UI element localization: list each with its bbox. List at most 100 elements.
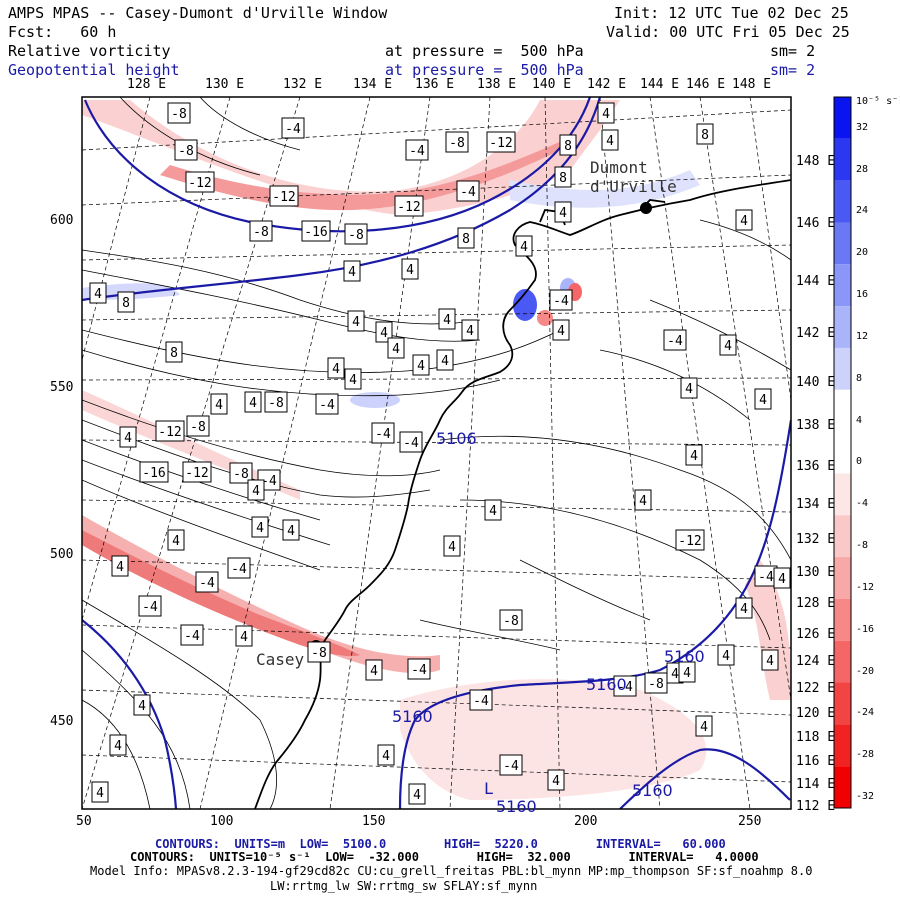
footer-vorticity-contours: CONTOURS: UNITS=10⁻⁵ s⁻¹ LOW= -32.000 HI… bbox=[130, 850, 759, 864]
vorticity-contour-label: 4 bbox=[91, 781, 109, 803]
svg-text:-4: -4 bbox=[319, 398, 335, 413]
vorticity-contour-label: -4 bbox=[399, 431, 423, 453]
top-axis-label: 136 E bbox=[415, 77, 455, 92]
vorticity-contour-label: 4 bbox=[597, 102, 615, 124]
height-contour-label: 5160 bbox=[664, 647, 705, 666]
svg-text:-4: -4 bbox=[667, 334, 683, 349]
x-axis-label: 50 bbox=[76, 814, 92, 829]
x-axis-label: 200 bbox=[574, 814, 598, 829]
x-axis-label: 250 bbox=[738, 814, 762, 829]
right-axis-label: 144 E bbox=[796, 274, 836, 289]
svg-text:8: 8 bbox=[170, 346, 178, 361]
vorticity-contour-label: -4 bbox=[180, 624, 204, 646]
vorticity-contour-label: -4 bbox=[281, 117, 305, 139]
svg-text:4: 4 bbox=[489, 504, 497, 519]
svg-text:4: 4 bbox=[778, 572, 786, 587]
vorticity-contour-label: 8 bbox=[457, 227, 475, 249]
svg-text:4: 4 bbox=[96, 786, 104, 801]
svg-text:-4: -4 bbox=[503, 759, 519, 774]
field-1-name: Relative vorticity bbox=[8, 42, 171, 60]
neg-vorticity-band-top-core bbox=[160, 135, 575, 211]
field-2-level: at pressure = 500 hPa bbox=[385, 61, 584, 79]
colorbar-tick-label: 4 bbox=[856, 414, 863, 426]
svg-text:-8: -8 bbox=[171, 107, 187, 122]
title: AMPS MPAS -- Casey-Dumont d'Urville Wind… bbox=[8, 4, 388, 22]
vorticity-shading bbox=[82, 100, 791, 800]
svg-text:-4: -4 bbox=[617, 680, 633, 695]
svg-text:4: 4 bbox=[443, 313, 451, 328]
neg-vorticity-band-left-core bbox=[82, 530, 360, 657]
vorticity-contour-label: 4 bbox=[754, 388, 772, 410]
top-axis-label: 132 E bbox=[283, 77, 323, 92]
svg-text:4: 4 bbox=[559, 206, 567, 221]
pos-vorticity-small bbox=[350, 392, 400, 408]
y-axis-label: 600 bbox=[50, 213, 74, 228]
svg-text:-4: -4 bbox=[409, 144, 425, 159]
vorticity-contour-label: -8 bbox=[307, 641, 331, 663]
top-axis-label: 138 E bbox=[477, 77, 517, 92]
svg-text:4: 4 bbox=[602, 107, 610, 122]
svg-text:-12: -12 bbox=[188, 176, 211, 191]
vorticity-contour-label: 8 bbox=[559, 134, 577, 156]
vorticity-contour-label: 4 bbox=[344, 368, 362, 390]
plot-frame bbox=[81, 96, 792, 810]
vorticity-contour-label: -12 bbox=[155, 420, 185, 442]
vorticity-contour-label: -8 bbox=[499, 609, 523, 631]
svg-text:-4: -4 bbox=[460, 185, 476, 200]
right-axis-label: 114 E bbox=[796, 777, 836, 792]
low-pressure-label: L bbox=[484, 779, 494, 798]
svg-text:-4: -4 bbox=[403, 436, 419, 451]
init-time: Init: 12 UTC Tue 02 Dec 25 bbox=[614, 4, 849, 22]
vorticity-contour-label: 4 bbox=[343, 260, 361, 282]
svg-text:-12: -12 bbox=[397, 200, 420, 215]
colorbar-tick-label: -32 bbox=[856, 791, 875, 802]
svg-text:-8: -8 bbox=[268, 396, 284, 411]
right-axis-label: 130 E bbox=[796, 565, 836, 580]
vorticity-contour-label: -4 bbox=[227, 557, 251, 579]
y-axis-label: 500 bbox=[50, 547, 74, 562]
svg-text:-16: -16 bbox=[142, 466, 165, 481]
svg-text:4: 4 bbox=[352, 315, 360, 330]
svg-text:4: 4 bbox=[252, 484, 260, 499]
svg-text:4: 4 bbox=[94, 287, 102, 302]
vorticity-contour-label: 4 bbox=[401, 258, 419, 280]
svg-text:-4: -4 bbox=[553, 294, 569, 309]
svg-text:4: 4 bbox=[138, 699, 146, 714]
svg-text:-8: -8 bbox=[348, 228, 364, 243]
vorticity-contour-label: -4 bbox=[371, 422, 395, 444]
svg-text:8: 8 bbox=[701, 128, 709, 143]
vorticity-contour-label: 4 bbox=[251, 516, 269, 538]
vorticity-contour-label: -12 bbox=[182, 461, 212, 483]
colorbar-tick-label: -12 bbox=[856, 581, 875, 593]
vorticity-contour-label: 4 bbox=[735, 597, 753, 619]
svg-text:4: 4 bbox=[722, 649, 730, 664]
station-dumont-durville-marker bbox=[640, 202, 652, 214]
svg-text:4: 4 bbox=[740, 214, 748, 229]
vorticity-contour-label: 4 bbox=[761, 649, 779, 671]
vorticity-contour-label: 4 bbox=[111, 555, 129, 577]
svg-text:4: 4 bbox=[382, 749, 390, 764]
svg-text:-8: -8 bbox=[178, 144, 194, 159]
vorticity-contour-label: -12 bbox=[269, 185, 299, 207]
top-axis-label: 134 E bbox=[353, 77, 393, 92]
footer-height-contours: CONTOURS: UNITS=m LOW= 5100.0 HIGH= 5220… bbox=[155, 837, 726, 851]
height-contour-labels: 5160 5160 5160 5160 5106 5160 bbox=[392, 429, 705, 816]
right-axis-label: 146 E bbox=[796, 216, 836, 231]
vorticity-contour-label: -4 bbox=[407, 658, 431, 680]
svg-text:4: 4 bbox=[740, 602, 748, 617]
right-axis-label: 132 E bbox=[796, 532, 836, 547]
colorbar-tick-label: 20 bbox=[856, 247, 869, 259]
right-axis-label: 124 E bbox=[796, 654, 836, 669]
colorbar-tick-label: -4 bbox=[856, 498, 869, 510]
colorbar bbox=[833, 96, 852, 809]
vorticity-contour-label: 4 bbox=[119, 426, 137, 448]
vorticity-contour-label: -12 bbox=[675, 529, 705, 551]
top-axis-label: 146 E bbox=[686, 77, 726, 92]
neg-vorticity-blob-2 bbox=[537, 310, 553, 326]
top-axis-label: 142 E bbox=[587, 77, 627, 92]
vorticity-contour-label: 4 bbox=[554, 201, 572, 223]
right-axis-label: 120 E bbox=[796, 706, 836, 721]
svg-text:4: 4 bbox=[417, 359, 425, 374]
svg-text:4: 4 bbox=[332, 362, 340, 377]
